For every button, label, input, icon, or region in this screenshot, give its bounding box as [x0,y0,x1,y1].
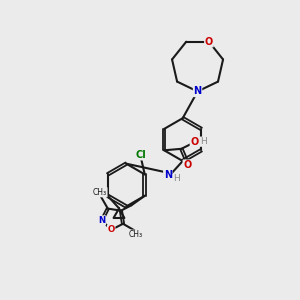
Text: CH₃: CH₃ [129,230,143,239]
Text: N: N [194,86,202,96]
Text: O: O [190,137,199,147]
Text: N: N [98,216,105,225]
Text: H: H [200,137,207,146]
Text: H: H [173,174,180,183]
Text: O: O [108,225,115,234]
Text: CH₃: CH₃ [93,188,107,197]
Text: O: O [183,160,191,170]
Text: Cl: Cl [136,150,147,160]
Text: N: N [164,170,172,180]
Text: O: O [205,37,213,47]
